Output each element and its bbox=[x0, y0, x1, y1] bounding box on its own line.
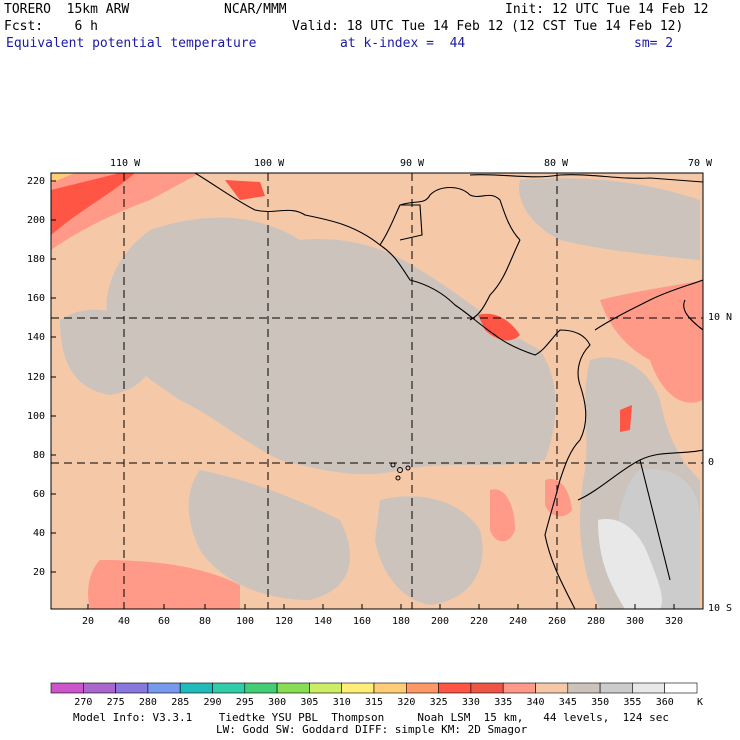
x-tick-label: 80 bbox=[199, 616, 212, 627]
colorbar-swatch bbox=[83, 682, 116, 694]
colorbar-swatch bbox=[405, 682, 439, 694]
galapagos-islands bbox=[390, 462, 411, 481]
lat-lon-grid bbox=[51, 173, 703, 609]
colorbar-swatch bbox=[341, 682, 375, 694]
x-tick-label: 120 bbox=[275, 616, 294, 627]
colorbar-value-label: 270 bbox=[74, 697, 93, 708]
y-tick-label: 220 bbox=[27, 176, 46, 187]
lat-label: 10 S bbox=[708, 603, 733, 614]
colorbar-value-label: 315 bbox=[365, 697, 384, 708]
colorbar-value-label: 335 bbox=[494, 697, 513, 708]
y-tick-label: 80 bbox=[33, 450, 46, 461]
lon-label: 70 W bbox=[688, 158, 713, 169]
map-frame bbox=[50, 172, 704, 610]
colorbar-value-label: 325 bbox=[429, 697, 448, 708]
lat-label: 0 bbox=[708, 457, 715, 468]
smoothing-label: sm= 2 bbox=[634, 36, 674, 51]
axis-ticks bbox=[51, 180, 675, 609]
x-tick-label: 40 bbox=[118, 616, 131, 627]
colorbar-swatch bbox=[179, 682, 213, 694]
colorbar-value-label: 345 bbox=[558, 697, 577, 708]
x-tick-label: 280 bbox=[587, 616, 606, 627]
colorbar-value-label: 290 bbox=[203, 697, 222, 708]
y-tick-label: 100 bbox=[27, 411, 46, 422]
colorbar-value-label: 320 bbox=[397, 697, 416, 708]
field-name: Equivalent potential temperature bbox=[6, 36, 257, 51]
coastlines bbox=[194, 173, 703, 609]
colorbar-swatch bbox=[502, 682, 536, 694]
x-tick-label: 220 bbox=[470, 616, 489, 627]
organization-label: NCAR/MMM bbox=[224, 2, 287, 17]
valid-time: Valid: 18 UTC Tue 14 Feb 12 (12 CST Tue … bbox=[292, 19, 684, 34]
colorbar-swatch bbox=[212, 682, 246, 694]
colorbar-swatch bbox=[244, 682, 278, 694]
lon-label: 100 W bbox=[254, 158, 285, 169]
forecast-hour: Fcst: 6 h bbox=[4, 19, 98, 34]
colorbar bbox=[50, 682, 698, 694]
colorbar-swatch bbox=[147, 682, 181, 694]
x-tick-label: 260 bbox=[548, 616, 567, 627]
colorbar-swatch bbox=[470, 682, 504, 694]
colorbar-swatch bbox=[535, 682, 569, 694]
colorbar-value-label: 355 bbox=[623, 697, 642, 708]
colorbar-swatch bbox=[309, 682, 342, 694]
x-tick-label: 200 bbox=[431, 616, 450, 627]
colorbar-value-label: 305 bbox=[300, 697, 319, 708]
y-tick-label: 140 bbox=[27, 332, 46, 343]
colorbar-value-label: 340 bbox=[526, 697, 545, 708]
colorbar-value-label: 330 bbox=[461, 697, 480, 708]
colorbar-swatch bbox=[115, 682, 149, 694]
x-tick-label: 20 bbox=[82, 616, 95, 627]
y-tick-label: 200 bbox=[27, 215, 46, 226]
colorbar-value-label: 295 bbox=[235, 697, 254, 708]
colorbar-value-label: 310 bbox=[332, 697, 351, 708]
colorbar-value-label: 280 bbox=[138, 697, 157, 708]
x-tick-label: 140 bbox=[314, 616, 333, 627]
colorbar-value-label: 350 bbox=[591, 697, 610, 708]
colorbar-swatch bbox=[276, 682, 310, 694]
model-title: TORERO 15km ARW bbox=[4, 2, 130, 17]
y-tick-label: 160 bbox=[27, 293, 46, 304]
level-label: at k-index = 44 bbox=[340, 36, 466, 51]
colorbar-value-label: 275 bbox=[106, 697, 125, 708]
x-tick-label: 320 bbox=[665, 616, 684, 627]
y-tick-label: 120 bbox=[27, 372, 46, 383]
colorbar-swatch bbox=[50, 682, 84, 694]
x-tick-label: 60 bbox=[158, 616, 171, 627]
colorbar-swatch bbox=[567, 682, 601, 694]
model-info: Model Info: V3.3.1 Tiedtke YSU PBL Thomp… bbox=[73, 711, 670, 724]
colorbar-swatch bbox=[664, 682, 698, 694]
colorbar-swatch bbox=[373, 682, 407, 694]
x-tick-label: 160 bbox=[353, 616, 372, 627]
colorbar-value-label: 360 bbox=[655, 697, 674, 708]
x-tick-label: 300 bbox=[626, 616, 645, 627]
colorbar-swatch bbox=[438, 682, 472, 694]
colorbar-swatch bbox=[632, 682, 666, 694]
colorbar-unit: K bbox=[697, 697, 704, 708]
lon-label: 110 W bbox=[110, 158, 141, 169]
x-tick-label: 100 bbox=[236, 616, 255, 627]
init-time: Init: 12 UTC Tue 14 Feb 12 bbox=[505, 2, 709, 17]
y-tick-label: 60 bbox=[33, 489, 46, 500]
physics-info: LW: Godd SW: Goddard DIFF: simple KM: 2D… bbox=[216, 723, 528, 736]
lon-label: 90 W bbox=[400, 158, 425, 169]
x-tick-label: 180 bbox=[392, 616, 411, 627]
theta-e-field bbox=[51, 173, 703, 609]
colorbar-value-label: 300 bbox=[268, 697, 287, 708]
x-tick-label: 240 bbox=[509, 616, 528, 627]
colorbar-value-label: 285 bbox=[171, 697, 190, 708]
y-tick-label: 180 bbox=[27, 254, 46, 265]
lat-label: 10 N bbox=[708, 312, 733, 323]
colorbar-swatch bbox=[599, 682, 633, 694]
lon-label: 80 W bbox=[544, 158, 569, 169]
y-tick-label: 40 bbox=[33, 528, 46, 539]
y-tick-label: 20 bbox=[33, 567, 46, 578]
